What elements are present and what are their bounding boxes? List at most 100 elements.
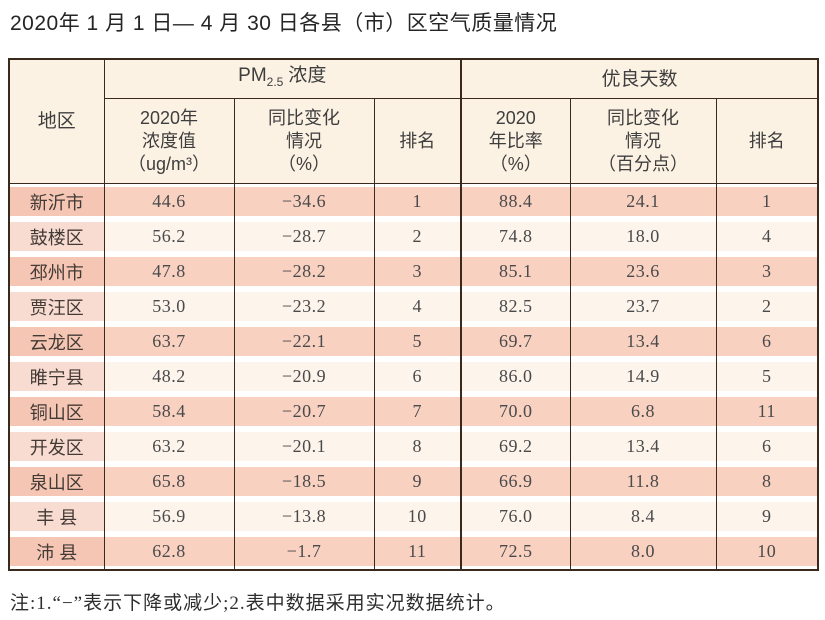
table-row: 铜山区 58.4 −20.7 7 70.0 6.8 11 — [8, 394, 819, 429]
pm-value: 58.4 — [104, 397, 234, 426]
good-ratio: 82.5 — [462, 292, 570, 321]
pm-rank: 3 — [374, 257, 460, 286]
table-row: 新沂市 44.6 −34.6 1 88.4 24.1 1 — [8, 183, 819, 219]
header-pm-change: 同比变化 情况 （%） — [233, 98, 374, 184]
pm-value: 44.6 — [104, 187, 234, 216]
good-rank: 6 — [716, 327, 818, 356]
header-pm-rank: 排名 — [373, 98, 461, 184]
good-change: 13.4 — [570, 432, 716, 461]
pm-label-rest: 浓度 — [288, 65, 327, 87]
pm-rank: 5 — [374, 327, 460, 356]
pm-change: −28.7 — [234, 222, 374, 251]
header-good-change: 同比变化 情况 （百分点） — [569, 98, 716, 184]
region-name: 泉山区 — [10, 467, 104, 496]
pm-rank: 8 — [374, 432, 460, 461]
header-good-ratio: 2020 年比率 （%） — [460, 98, 570, 184]
good-ratio: 86.0 — [462, 362, 570, 391]
region-name: 邳州市 — [10, 257, 104, 286]
good-change: 6.8 — [570, 397, 716, 426]
pm-label: PM — [238, 65, 267, 87]
region-name: 丰 县 — [10, 502, 104, 531]
pm-value: 56.9 — [104, 502, 234, 531]
pm-value: 65.8 — [104, 467, 234, 496]
table-header: 地区 PM2.5 浓度 优良天数 2020年 浓度值 （ug/m³） 同比变化 情… — [8, 59, 819, 184]
pm-change: −20.1 — [234, 432, 374, 461]
pm-rank: 11 — [374, 537, 460, 566]
pm-change: −20.9 — [234, 362, 374, 391]
good-ratio: 85.1 — [462, 257, 570, 286]
good-change: 8.4 — [570, 502, 716, 531]
good-change: 23.7 — [570, 292, 716, 321]
good-rank: 1 — [716, 187, 818, 216]
header-pm-value: 2020年 浓度值 （ug/m³） — [103, 98, 234, 184]
good-ratio: 66.9 — [462, 467, 570, 496]
pm-change: −22.1 — [234, 327, 374, 356]
pm-rank: 1 — [374, 187, 460, 216]
pm-subscript: 2.5 — [266, 74, 284, 89]
good-ratio: 88.4 — [462, 187, 570, 216]
pm-rank: 4 — [374, 292, 460, 321]
air-quality-table: 地区 PM2.5 浓度 优良天数 2020年 浓度值 （ug/m³） 同比变化 情… — [8, 58, 820, 571]
pm-rank: 6 — [374, 362, 460, 391]
table-row: 邳州市 47.8 −28.2 3 85.1 23.6 3 — [8, 254, 819, 289]
good-rank: 3 — [716, 257, 818, 286]
table-row: 泉山区 65.8 −18.5 9 66.9 11.8 8 — [8, 464, 819, 499]
footnote: 注:1.“−”表示下降或减少;2.表中数据采用实况数据统计。 — [10, 593, 506, 614]
good-rank: 5 — [716, 362, 818, 391]
good-ratio: 76.0 — [462, 502, 570, 531]
good-change: 14.9 — [570, 362, 716, 391]
good-ratio: 70.0 — [462, 397, 570, 426]
pm-value: 48.2 — [104, 362, 234, 391]
good-rank: 2 — [716, 292, 818, 321]
region-name: 开发区 — [10, 432, 104, 461]
pm-change: −18.5 — [234, 467, 374, 496]
table-row: 沛 县 62.8 −1.7 11 72.5 8.0 10 — [8, 534, 819, 570]
good-ratio: 69.2 — [462, 432, 570, 461]
pm-value: 62.8 — [104, 537, 234, 566]
good-change: 11.8 — [570, 467, 716, 496]
pm-value: 56.2 — [104, 222, 234, 251]
header-region: 地区 — [8, 59, 104, 184]
region-name: 贾汪区 — [10, 292, 104, 321]
pm-value: 63.7 — [104, 327, 234, 356]
pm-value: 53.0 — [104, 292, 234, 321]
header-good-days-group: 优良天数 — [459, 59, 819, 99]
pm-value: 63.2 — [104, 432, 234, 461]
table-row: 丰 县 56.9 −13.8 10 76.0 8.4 9 — [8, 499, 819, 534]
header-good-rank: 排名 — [715, 98, 819, 184]
table-body: 新沂市 44.6 −34.6 1 88.4 24.1 1 鼓楼区 56.2 −2… — [8, 183, 819, 570]
table-row: 贾汪区 53.0 −23.2 4 82.5 23.7 2 — [8, 289, 819, 324]
pm-rank: 7 — [374, 397, 460, 426]
table-row: 开发区 63.2 −20.1 8 69.2 13.4 6 — [8, 429, 819, 464]
region-name: 睢宁县 — [10, 362, 104, 391]
good-rank: 8 — [716, 467, 818, 496]
good-rank: 6 — [716, 432, 818, 461]
region-name: 沛 县 — [10, 537, 104, 566]
good-rank: 10 — [716, 537, 818, 566]
region-name: 铜山区 — [10, 397, 104, 426]
pm-rank: 9 — [374, 467, 460, 496]
pm-change: −34.6 — [234, 187, 374, 216]
good-change: 23.6 — [570, 257, 716, 286]
pm-rank: 2 — [374, 222, 460, 251]
good-change: 24.1 — [570, 187, 716, 216]
pm-change: −13.8 — [234, 502, 374, 531]
page-title: 2020年 1 月 1 日— 4 月 30 日各县（市）区空气质量情况 — [10, 12, 558, 35]
table-row: 睢宁县 48.2 −20.9 6 86.0 14.9 5 — [8, 359, 819, 394]
table-row: 鼓楼区 56.2 −28.7 2 74.8 18.0 4 — [8, 219, 819, 254]
pm-change: −28.2 — [234, 257, 374, 286]
good-rank: 9 — [716, 502, 818, 531]
table-row: 云龙区 63.7 −22.1 5 69.7 13.4 6 — [8, 324, 819, 359]
region-name: 云龙区 — [10, 327, 104, 356]
header-pm-group: PM2.5 浓度 — [103, 59, 461, 99]
pm-change: −1.7 — [234, 537, 374, 566]
region-name: 新沂市 — [10, 187, 104, 216]
pm-rank: 10 — [374, 502, 460, 531]
pm-value: 47.8 — [104, 257, 234, 286]
good-ratio: 69.7 — [462, 327, 570, 356]
good-change: 13.4 — [570, 327, 716, 356]
good-change: 18.0 — [570, 222, 716, 251]
good-rank: 4 — [716, 222, 818, 251]
good-ratio: 74.8 — [462, 222, 570, 251]
